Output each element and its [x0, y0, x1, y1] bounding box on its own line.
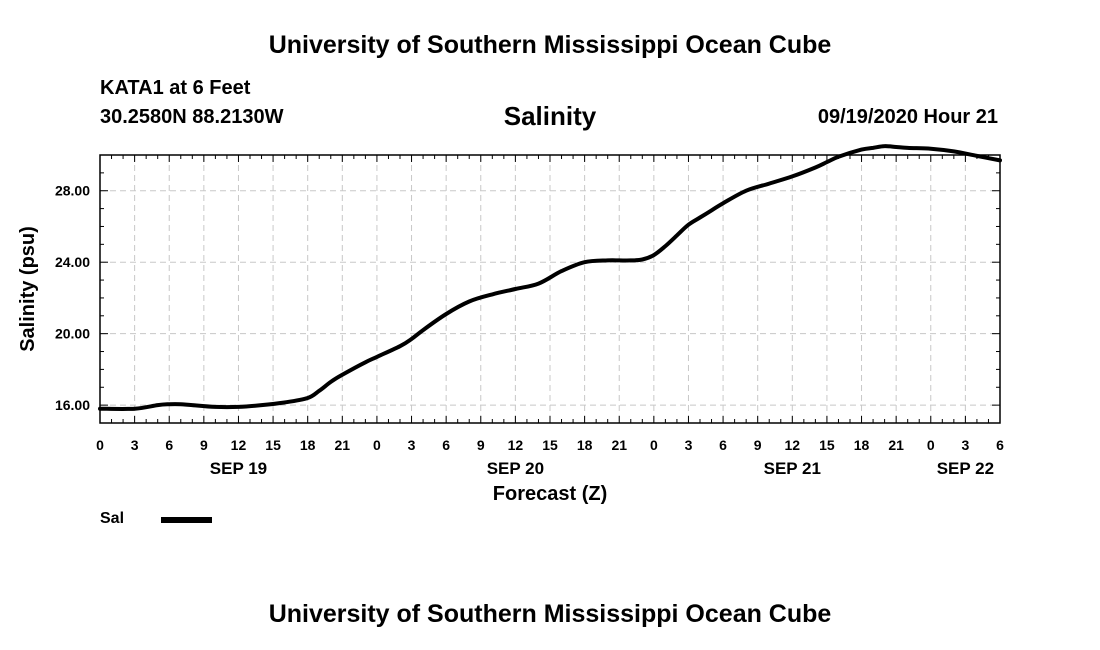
x-tick-label: 18	[854, 437, 870, 453]
x-tick-label: 21	[335, 437, 351, 453]
chart-title: Salinity	[503, 101, 597, 131]
top-title: University of Southern Mississippi Ocean…	[268, 31, 832, 59]
y-tick-label: 20.00	[55, 326, 90, 342]
grid	[100, 155, 1000, 423]
x-tick-label: 0	[96, 437, 104, 453]
x-tick-label: 3	[408, 437, 416, 453]
forecast-datetime: 09/19/2020 Hour 21	[817, 106, 998, 128]
date-label: SEP 19	[210, 459, 267, 478]
x-tick-label: 21	[888, 437, 904, 453]
date-label: SEP 22	[937, 459, 994, 478]
x-tick-label: 6	[719, 437, 727, 453]
x-tick-label: 15	[819, 437, 835, 453]
x-tick-label: 12	[508, 437, 524, 453]
coordinates-label: 30.2580N 88.2130W	[100, 106, 284, 128]
x-tick-label: 0	[650, 437, 658, 453]
x-tick-label: 3	[685, 437, 693, 453]
x-tick-label: 6	[165, 437, 173, 453]
x-tick-label: 6	[996, 437, 1004, 453]
x-tick-label: 12	[785, 437, 801, 453]
y-tick-label: 24.00	[55, 254, 90, 270]
y-axis-label: Salinity (psu)	[17, 226, 39, 352]
y-tick-label: 28.00	[55, 183, 90, 199]
x-tick-label: 3	[131, 437, 139, 453]
date-label: SEP 21	[764, 459, 821, 478]
x-tick-label: 15	[542, 437, 558, 453]
x-tick-label: 6	[442, 437, 450, 453]
y-tick-label: 16.00	[55, 397, 90, 413]
date-label: SEP 20	[487, 459, 544, 478]
axis-ticks: 0 3 6 9 12 15 18 21 0 3 6 9 12 15 18 21 0 3 6 9 12 15 18 21 0 3 6S…	[55, 154, 1004, 478]
x-tick-label: 21	[611, 437, 627, 453]
x-axis-label: Forecast (Z)	[493, 483, 607, 505]
x-tick-label: 0	[373, 437, 381, 453]
station-label: KATA1 at 6 Feet	[100, 77, 251, 99]
legend-swatch	[161, 517, 212, 523]
x-tick-label: 12	[231, 437, 247, 453]
x-tick-label: 18	[300, 437, 316, 453]
x-tick-label: 18	[577, 437, 593, 453]
bottom-title: University of Southern Mississippi Ocean…	[268, 600, 832, 628]
x-tick-label: 3	[961, 437, 969, 453]
x-tick-label: 9	[477, 437, 485, 453]
salinity-series-line	[98, 144, 1002, 411]
x-tick-label: 9	[754, 437, 762, 453]
legend-label: Sal	[100, 510, 125, 527]
x-tick-label: 15	[265, 437, 281, 453]
x-tick-label: 0	[927, 437, 935, 453]
x-tick-label: 9	[200, 437, 208, 453]
